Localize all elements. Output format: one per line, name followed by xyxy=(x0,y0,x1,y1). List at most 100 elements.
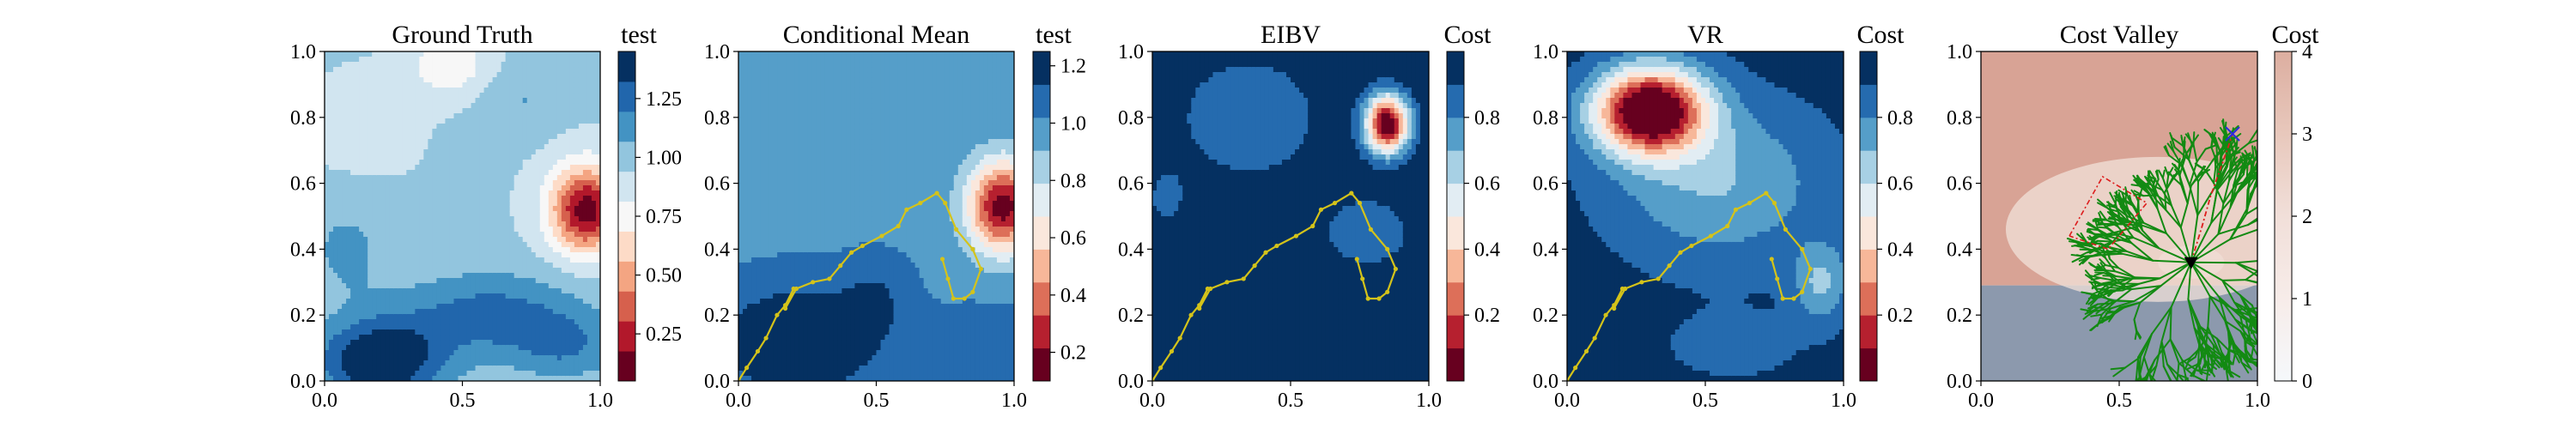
heat-cell xyxy=(582,51,588,57)
heat-cell xyxy=(440,329,447,335)
heat-cell xyxy=(591,268,597,274)
heat-cell xyxy=(591,67,597,73)
heat-cell xyxy=(398,304,403,310)
heat-cell xyxy=(419,211,424,217)
heat-cell xyxy=(419,165,424,171)
heat-cell xyxy=(586,196,592,202)
heat-cell xyxy=(586,263,592,269)
heat-cell xyxy=(561,206,567,212)
heat-cell xyxy=(565,293,571,299)
heat-cell xyxy=(496,263,502,269)
heat-cell xyxy=(531,118,537,124)
heat-cell xyxy=(582,340,588,346)
heat-cell xyxy=(419,51,424,57)
heat-cell xyxy=(582,67,588,73)
heat-cell xyxy=(565,216,571,222)
heat-cell xyxy=(565,201,571,207)
heat-cell xyxy=(440,278,447,284)
heat-cell xyxy=(535,129,541,135)
heat-cell xyxy=(325,237,330,243)
heat-cell xyxy=(751,278,756,284)
heat-cell xyxy=(764,175,769,181)
heat-cell xyxy=(552,314,558,320)
heat-cell xyxy=(466,72,472,78)
heat-cell xyxy=(380,62,386,68)
heat-cell xyxy=(337,360,343,366)
heat-cell xyxy=(359,72,364,78)
heat-cell xyxy=(385,309,390,315)
heat-cell xyxy=(578,175,584,181)
heat-cell xyxy=(466,293,472,299)
heat-cell xyxy=(350,293,355,299)
heat-cell xyxy=(492,175,498,181)
heat-cell xyxy=(363,82,368,88)
heat-cell xyxy=(535,113,541,119)
heat-cell xyxy=(769,376,774,381)
heat-cell xyxy=(513,57,519,63)
heat-cell xyxy=(393,288,398,294)
heat-cell xyxy=(548,165,554,171)
heat-cell xyxy=(389,118,394,124)
heat-cell xyxy=(406,340,411,346)
heat-cell xyxy=(509,371,515,377)
heat-cell xyxy=(445,299,451,305)
heat-cell xyxy=(548,160,554,166)
heat-cell xyxy=(466,304,472,310)
heat-cell xyxy=(496,77,502,83)
heat-cell xyxy=(471,216,477,222)
heat-cell xyxy=(786,371,791,377)
heat-cell xyxy=(346,288,351,294)
heat-cell xyxy=(760,165,765,171)
heat-cell xyxy=(738,329,744,335)
heat-cell xyxy=(402,108,407,114)
heat-cell xyxy=(751,314,756,320)
heat-cell xyxy=(428,299,433,305)
heat-cell xyxy=(449,160,455,166)
heat-cell xyxy=(393,268,398,274)
colorbar-band xyxy=(618,261,635,292)
heat-cell xyxy=(496,216,502,222)
heat-cell xyxy=(548,227,554,233)
heat-cell xyxy=(526,196,532,202)
heat-cell xyxy=(410,98,416,104)
heat-cell xyxy=(458,98,464,104)
heat-cell xyxy=(453,257,459,263)
heat-cell xyxy=(505,211,511,217)
heat-cell xyxy=(760,185,765,191)
heat-cell xyxy=(380,103,386,109)
heat-cell xyxy=(505,324,511,330)
heat-cell xyxy=(419,185,424,191)
heat-cell xyxy=(453,62,459,68)
heat-cell xyxy=(786,237,791,243)
heat-cell xyxy=(777,335,782,341)
heat-cell xyxy=(475,324,481,330)
heat-cell xyxy=(372,180,377,186)
heat-cell xyxy=(531,154,537,160)
heat-cell xyxy=(436,288,442,294)
heat-cell xyxy=(376,329,381,335)
heat-cell xyxy=(385,211,390,217)
heat-cell xyxy=(539,108,545,114)
heat-cell xyxy=(561,175,567,181)
heat-cell xyxy=(376,88,381,94)
heat-cell xyxy=(773,227,778,233)
heat-cell xyxy=(496,227,502,233)
heat-cell xyxy=(406,82,411,88)
heat-cell xyxy=(410,366,416,372)
heat-cell xyxy=(509,144,515,150)
heat-cell xyxy=(773,299,778,305)
heat-cell xyxy=(760,232,765,238)
heat-cell xyxy=(376,278,381,284)
heat-cell xyxy=(492,93,498,99)
heat-cell xyxy=(738,324,744,330)
heat-cell xyxy=(492,67,498,73)
heat-cell xyxy=(595,232,600,238)
heat-cell xyxy=(794,77,799,83)
heat-cell xyxy=(406,268,411,274)
heat-cell xyxy=(398,185,403,191)
heat-cell xyxy=(769,170,774,176)
heat-cell xyxy=(398,273,403,279)
heat-cell xyxy=(346,242,351,248)
heat-cell xyxy=(419,175,424,181)
